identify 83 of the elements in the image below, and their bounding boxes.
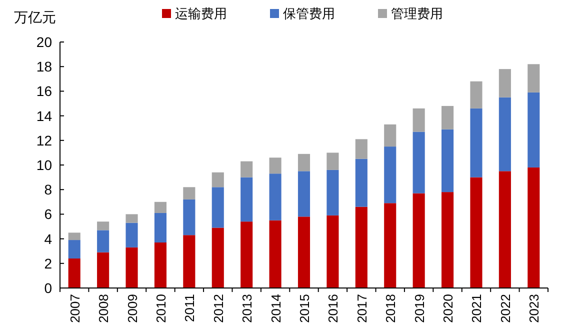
bar (470, 81, 482, 108)
bar (498, 171, 511, 288)
y-tick-label: 8 (44, 182, 52, 198)
bar (498, 97, 511, 172)
bar (470, 177, 482, 288)
bar (384, 146, 396, 204)
bar (183, 199, 196, 236)
bar (355, 139, 368, 159)
bar (442, 106, 454, 130)
bar (326, 215, 339, 288)
x-tick-label: 2008 (96, 294, 112, 323)
bar (498, 69, 511, 98)
bar (528, 92, 540, 168)
bar (326, 170, 339, 216)
x-tick-label: 2007 (67, 294, 82, 323)
y-tick-label: 12 (36, 132, 52, 148)
x-tick-label: 2012 (210, 294, 226, 323)
bar (298, 216, 310, 288)
legend-label: 管理费用 (391, 6, 443, 21)
x-tick-label: 2019 (412, 294, 427, 323)
bar (97, 222, 110, 230)
y-tick-label: 18 (36, 58, 52, 75)
bar (384, 124, 396, 147)
bar (412, 193, 425, 288)
x-tick-label: 2017 (354, 294, 370, 323)
x-tick-label: 2022 (498, 294, 513, 323)
bar (442, 129, 454, 192)
bar (212, 172, 224, 188)
bar (269, 220, 282, 288)
x-tick-label: 2021 (469, 294, 484, 323)
bar (212, 187, 224, 228)
bar (470, 108, 482, 178)
y-tick-label: 0 (44, 280, 52, 296)
bar (384, 203, 396, 288)
bar (154, 202, 166, 213)
bar (212, 228, 224, 288)
bar (68, 240, 80, 258)
bar (126, 222, 138, 248)
bar (97, 252, 110, 288)
x-tick-label: 2023 (526, 294, 542, 323)
bar (154, 242, 166, 288)
bar (240, 161, 253, 178)
bar (412, 132, 425, 194)
x-tick-label: 2010 (153, 294, 168, 323)
y-tick-label: 2 (44, 255, 52, 272)
legend-label: 保管费用 (283, 6, 335, 21)
bar (269, 174, 282, 220)
y-tick-label: 4 (44, 230, 52, 247)
x-tick-label: 2011 (182, 294, 198, 322)
bar (154, 212, 166, 242)
bar (355, 158, 368, 207)
bar (126, 247, 138, 288)
bar (298, 171, 310, 217)
x-tick-label: 2014 (268, 294, 284, 323)
bar (68, 232, 80, 240)
bar (355, 206, 368, 288)
y-tick-label: 6 (44, 206, 52, 222)
bar (240, 177, 253, 222)
x-tick-label: 2016 (326, 294, 341, 323)
bar (183, 187, 196, 200)
bar (68, 258, 80, 288)
bar (269, 158, 282, 174)
y-tick-label: 16 (36, 83, 52, 100)
y-tick-label: 14 (36, 108, 52, 124)
bar (528, 64, 540, 92)
bar (240, 222, 253, 288)
x-tick-label: 2015 (297, 294, 312, 323)
x-tick-label: 2013 (240, 294, 255, 323)
x-tick-label: 2018 (383, 294, 398, 323)
y-tick-label: 10 (36, 157, 52, 173)
x-tick-label: 2020 (440, 294, 456, 323)
bar (126, 214, 138, 223)
legend-label: 运输费用 (175, 6, 227, 21)
y-tick-label: 20 (36, 34, 52, 50)
bar (412, 108, 425, 132)
bar (528, 167, 540, 288)
bar (326, 152, 339, 170)
y-axis-title: 万亿元 (14, 9, 56, 25)
bar (298, 154, 310, 172)
bar (442, 192, 454, 288)
x-tick-label: 2009 (124, 294, 140, 323)
bar (97, 230, 110, 252)
bar (183, 235, 196, 288)
